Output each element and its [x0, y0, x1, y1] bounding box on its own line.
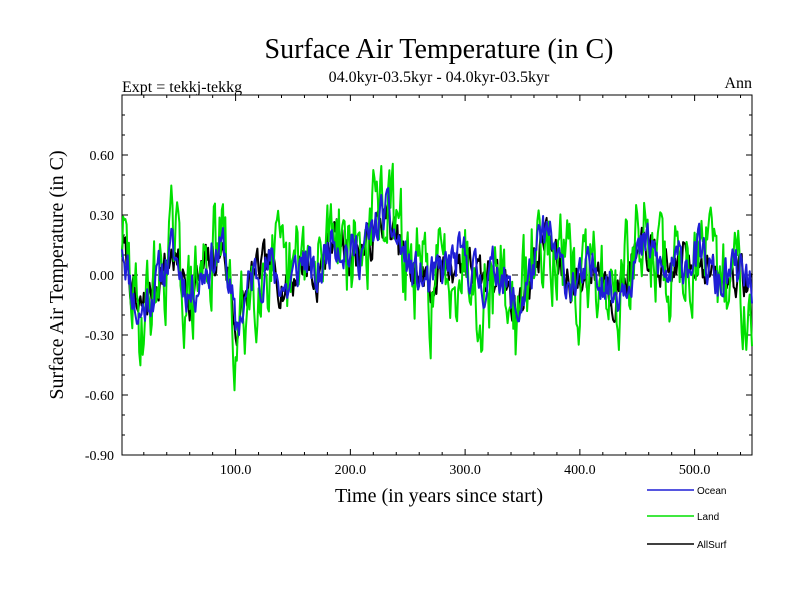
y-tick-label: -0.90: [85, 449, 114, 464]
x-tick-label: 400.0: [564, 463, 596, 478]
x-axis: 100.0 200.0 300.0 400.0 500.0: [143, 95, 742, 478]
expt-label: Expt = tekkj-tekkg: [122, 79, 242, 96]
y-tick-label: 0.00: [90, 269, 115, 284]
series-group: [121, 162, 753, 392]
series-line-ocean: [121, 187, 753, 337]
legend: Ocean Land AllSurf: [647, 486, 727, 551]
legend-label-land: Land: [697, 512, 719, 523]
y-tick-label: 0.60: [90, 149, 115, 164]
chart-subtitle: 04.0kyr-03.5kyr - 04.0kyr-03.5kyr: [329, 69, 550, 86]
legend-label-ocean: Ocean: [697, 486, 726, 497]
x-tick-label: 300.0: [449, 463, 481, 478]
y-axis: -0.90 -0.60 -0.30 0.00 0.30 0.60: [85, 94, 752, 464]
season-label: Ann: [724, 75, 752, 92]
x-tick-label: 500.0: [679, 463, 711, 478]
y-tick-label: -0.30: [85, 329, 114, 344]
y-tick-label: -0.60: [85, 389, 114, 404]
x-axis-label: Time (in years since start): [335, 485, 543, 507]
chart-title: Surface Air Temperature (in C): [265, 34, 614, 65]
y-axis-label: Surface Air Temperature (in C): [46, 150, 68, 399]
x-tick-label: 100.0: [220, 463, 252, 478]
y-tick-label: 0.30: [90, 209, 115, 224]
x-tick-label: 200.0: [335, 463, 367, 478]
legend-label-allsurf: AllSurf: [697, 540, 727, 551]
